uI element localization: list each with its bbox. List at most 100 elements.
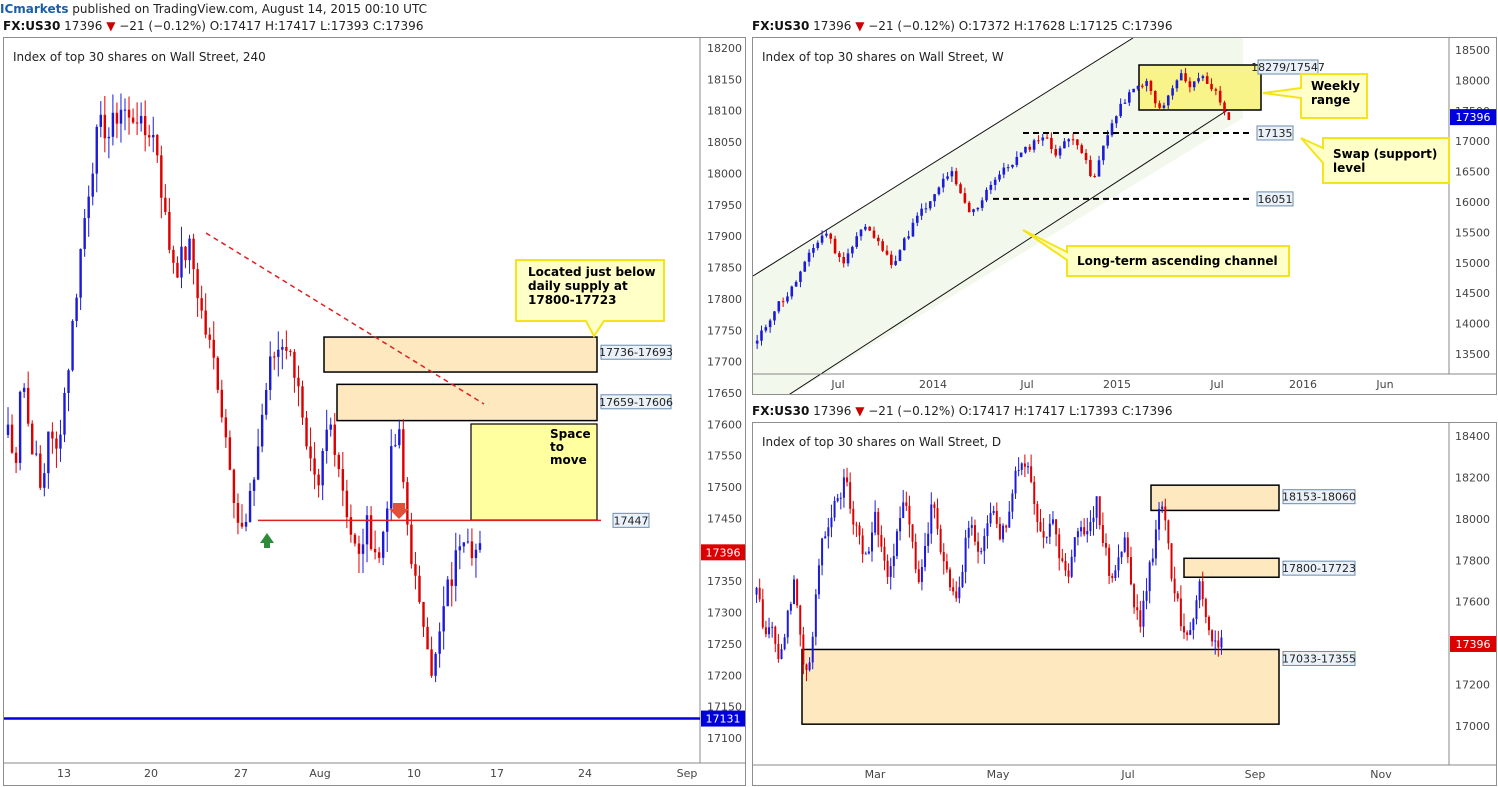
- weekly-candle-body: [851, 246, 854, 254]
- daily-candle-body: [886, 560, 889, 577]
- daily-candle-body: [908, 505, 911, 525]
- weekly-candle-body: [963, 193, 967, 203]
- h4-candle-body: [390, 446, 393, 509]
- daily-candle-body: [855, 524, 858, 526]
- weekly-candle-body: [1002, 167, 1006, 175]
- daily-candle-body: [1129, 557, 1132, 585]
- daily-chart-title: Index of top 30 shares on Wall Street, D: [762, 435, 1002, 449]
- h4-y-tick: 18100: [707, 105, 742, 118]
- h4-y-tick: 17750: [707, 324, 742, 337]
- weekly-candle-body: [1063, 141, 1066, 149]
- weekly-candle-body: [1162, 105, 1166, 108]
- weekly-candle-body: [755, 340, 759, 344]
- brand-link[interactable]: ICmarkets: [0, 2, 69, 16]
- h4-candle-body: [426, 626, 429, 650]
- weekly-range-label-1: Weekly: [1311, 79, 1360, 93]
- weekly-price-badge-box: [1450, 109, 1496, 126]
- weekly-candle-body: [868, 226, 871, 231]
- weekly-candle-body: [812, 247, 815, 253]
- h4-candle-body: [248, 490, 252, 522]
- daily-candle-body: [817, 565, 820, 595]
- h4-zone-17659: [336, 383, 598, 422]
- weekly-candle-body: [855, 236, 858, 247]
- daily-candle-body: [986, 523, 989, 537]
- daily-x-tick: Nov: [1370, 768, 1392, 781]
- h4-x-tick: 27: [234, 767, 248, 780]
- h4-chart-title: Index of top 30 shares on Wall Street, 2…: [13, 50, 266, 64]
- weekly-candle-body: [842, 257, 846, 264]
- daily-candle-body: [1179, 598, 1182, 627]
- h4-candle-body: [47, 431, 50, 474]
- h4-candle-body: [369, 515, 373, 549]
- daily-candle-body: [1076, 531, 1079, 538]
- h4-candle-body: [184, 246, 187, 261]
- h4-candle-body: [454, 550, 457, 586]
- weekly-candle-body: [838, 253, 841, 258]
- h4-candle-body: [204, 310, 207, 335]
- daily-candle-body: [842, 477, 845, 498]
- daily-candle-body: [824, 536, 827, 539]
- weekly-candle-body: [1218, 90, 1222, 103]
- weekly-candle-body: [825, 233, 828, 236]
- daily-candle-body: [1186, 632, 1189, 635]
- h4-chart[interactable]: 18200 18150 18100 18050 18000 17950 17900 17850…: [4, 38, 745, 785]
- daily-candle-body: [1064, 560, 1067, 571]
- daily-candle-body: [1092, 517, 1095, 522]
- weekly-candle-body: [1067, 139, 1071, 142]
- weekly-candle-body: [989, 184, 993, 190]
- daily-chart[interactable]: 1840018200180001780017600174001720017000…: [753, 423, 1496, 785]
- daily-candle-body: [973, 525, 976, 542]
- weekly-chart-panel[interactable]: 1850018000175001700016500160001550015000…: [752, 37, 1497, 395]
- h4-x-tick: 10: [407, 767, 421, 780]
- daily-candle-body: [814, 594, 817, 637]
- daily-chart-panel[interactable]: 1840018200180001780017600174001720017000…: [752, 422, 1497, 786]
- daily-zone-17033: [801, 648, 1280, 725]
- weekly-x-tick: Jul: [1209, 378, 1223, 391]
- h4-candle-body: [18, 391, 22, 463]
- h4-chart-panel[interactable]: 18200 18150 18100 18050 18000 17950 17900 17850…: [3, 37, 746, 786]
- weekly-candle-body: [1179, 73, 1183, 81]
- h4-candle-body: [414, 564, 417, 576]
- daily-candle-body: [1120, 551, 1123, 558]
- weekly-zone-label-box: [1257, 59, 1319, 75]
- h4-candle-body: [95, 126, 98, 174]
- weekly-x-tick: 2016: [1289, 378, 1317, 391]
- h4-candle-body: [458, 546, 462, 551]
- weekly-quote: FX:US30 17396 ▼ −21 (−0.12%) O:17372 H:1…: [752, 19, 1173, 33]
- h4-callout-line-1: Located just below: [528, 265, 656, 279]
- h4-candle-body: [373, 548, 377, 553]
- h4-candle-body: [212, 339, 215, 358]
- h4-y-tick: 17800: [707, 293, 742, 306]
- weekly-candle-body: [790, 286, 794, 297]
- h4-candle-body: [232, 469, 236, 503]
- h4-candle-body: [152, 135, 155, 138]
- h4-y-tick: 18000: [707, 167, 742, 180]
- h4-candle-body: [172, 249, 175, 263]
- h4-candle-body: [474, 549, 478, 559]
- h4-candle-body: [434, 653, 437, 676]
- daily-candle-body: [883, 546, 886, 561]
- weekly-candle-body: [1089, 160, 1092, 177]
- weekly-candle-body: [1050, 137, 1053, 150]
- daily-candle-body: [1030, 466, 1033, 482]
- daily-candle-body: [780, 649, 783, 660]
- h4-candle-body: [63, 392, 66, 435]
- weekly-candle-body: [946, 176, 949, 179]
- h4-candle-body: [224, 417, 228, 438]
- h4-candle-body: [438, 631, 441, 654]
- daily-candle-body: [1108, 547, 1111, 576]
- weekly-zone-label: 18279/17547: [1251, 61, 1325, 74]
- h4-candle-body: [321, 450, 324, 486]
- h4-candle-body: [135, 122, 139, 124]
- weekly-candle-body: [794, 281, 798, 287]
- h4-candle-body: [208, 334, 211, 340]
- daily-candle-body: [871, 532, 873, 552]
- daily-candle-body: [761, 599, 764, 628]
- h4-candle-body: [256, 446, 260, 480]
- weekly-chart[interactable]: 1850018000175001700016500160001550015000…: [753, 38, 1496, 394]
- weekly-candle-body: [881, 241, 884, 251]
- h4-y-tick: 18050: [707, 136, 742, 149]
- daily-candle-body: [1145, 591, 1148, 601]
- h4-candle-body: [22, 387, 26, 392]
- weekly-candle-body: [976, 207, 980, 210]
